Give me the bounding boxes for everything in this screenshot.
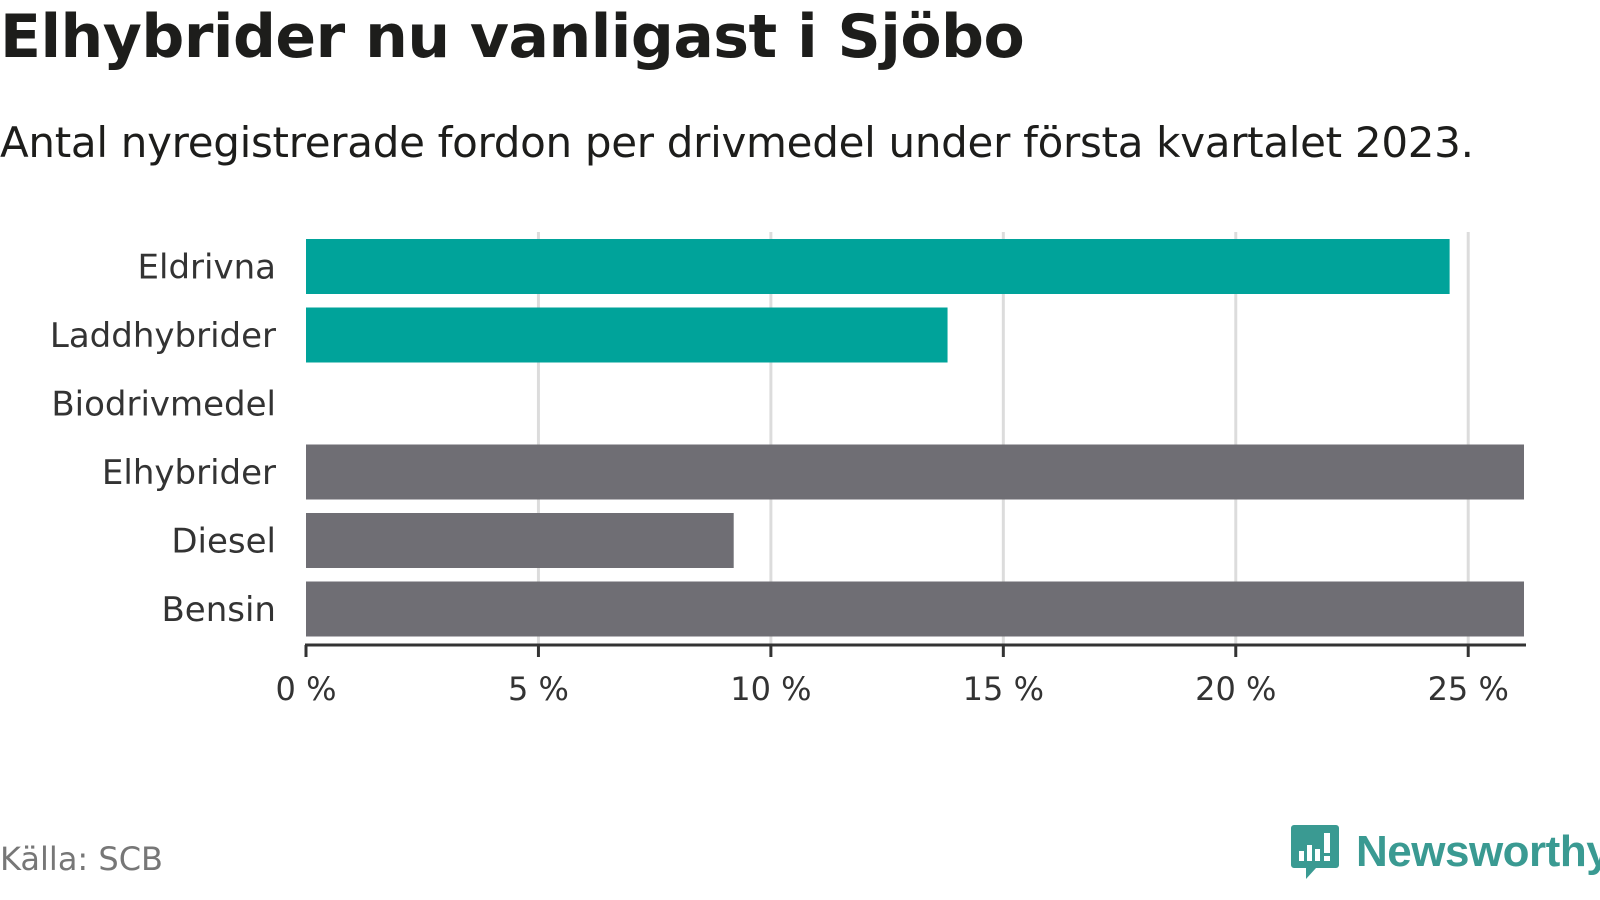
bar-bensin <box>306 581 1524 637</box>
bars <box>306 239 1524 637</box>
category-label: Diesel <box>171 522 276 562</box>
chart-subtitle: Antal nyregistrerade fordon per drivmede… <box>0 118 1474 167</box>
brand-name: Newsworthy <box>1356 827 1600 876</box>
bar-chart: Eldrivna Laddhybrider Biodrivmedel Elhybrid… <box>50 232 1526 708</box>
x-tick-label: 0 % <box>276 670 337 708</box>
bar-eldrivna <box>306 239 1450 294</box>
category-label: Laddhybrider <box>50 316 276 356</box>
grid-lines <box>536 232 1470 645</box>
source-note: Källa: SCB <box>0 840 163 878</box>
x-axis: 0 % 5 % 10 % 15 % 20 % 25 % <box>276 643 1526 708</box>
category-label: Eldrivna <box>138 248 276 288</box>
category-labels: Eldrivna Laddhybrider Biodrivmedel Elhybrid… <box>50 248 276 631</box>
x-tick-label: 5 % <box>508 670 569 708</box>
bar-laddhybrider <box>306 307 948 363</box>
x-tick-label: 15 % <box>963 670 1044 708</box>
x-tick-label: 20 % <box>1195 670 1276 708</box>
category-label: Elhybrider <box>102 453 276 493</box>
brand-logo: Newsworthy <box>1290 822 1600 882</box>
category-label: Bensin <box>161 590 276 630</box>
x-tick-label: 10 % <box>730 670 811 708</box>
newsworthy-logo-icon <box>1291 825 1339 879</box>
category-label: Biodrivmedel <box>51 385 276 425</box>
chart-title: Elhybrider nu vanligast i Sjöbo <box>0 2 1025 72</box>
x-tick-label: 25 % <box>1428 670 1509 708</box>
bar-diesel <box>306 513 734 568</box>
bar-elhybrider <box>306 444 1524 500</box>
